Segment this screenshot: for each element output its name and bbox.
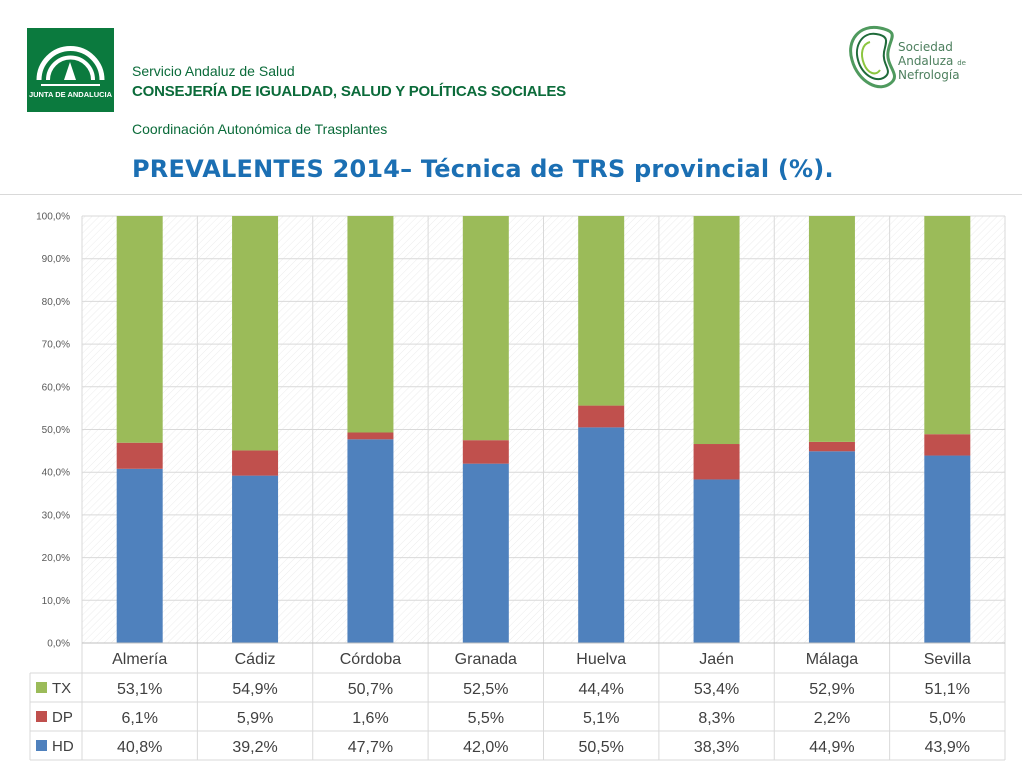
y-tick-label: 50,0%	[42, 425, 70, 436]
logo-right-line-2: Andaluza	[898, 54, 954, 68]
bar-tx	[232, 216, 279, 451]
bar-tx	[693, 216, 740, 445]
data-label: 40,8%	[117, 739, 162, 756]
data-label: 5,1%	[583, 710, 619, 727]
bar-tx	[924, 216, 971, 435]
category-label: Huelva	[576, 651, 626, 668]
bar-tx	[578, 216, 625, 406]
legend-label-dp: DP	[52, 709, 73, 726]
header-line-3: Coordinación Autonómica de Trasplantes	[132, 121, 388, 137]
bar-hd	[578, 427, 625, 643]
data-label: 8,3%	[698, 710, 734, 727]
bar-hd	[924, 455, 971, 643]
data-label: 44,9%	[809, 739, 854, 756]
stacked-bar-chart: 0,0% 10,0% 20,0% 30,0% 40,0% 50,0% 60,0% 70,0% 8…	[29, 212, 1006, 761]
data-label: 52,9%	[809, 681, 854, 698]
data-label: 50,7%	[348, 681, 393, 698]
data-label: 53,1%	[117, 681, 162, 698]
data-label: 43,9%	[925, 739, 970, 756]
data-label: 47,7%	[348, 739, 393, 756]
y-tick-label: 80,0%	[42, 297, 70, 308]
bar-hd	[232, 475, 279, 643]
category-label: Málaga	[806, 651, 859, 668]
bar-dp	[232, 450, 279, 476]
data-label: 51,1%	[925, 681, 970, 698]
category-label: Granada	[455, 651, 517, 668]
bar-dp	[808, 441, 855, 452]
bar-dp	[578, 405, 625, 428]
logo-right-line-2-small: de	[957, 59, 966, 67]
chart-frame: 0,0% 10,0% 20,0% 30,0% 40,0% 50,0% 60,0% 70,0% 8…	[0, 194, 1022, 767]
y-tick-label: 60,0%	[42, 382, 70, 393]
y-tick-label: 0,0%	[47, 639, 70, 650]
y-tick-label: 90,0%	[42, 254, 70, 265]
header-line-1: Servicio Andaluz de Salud	[132, 63, 295, 79]
data-label: 39,2%	[232, 739, 277, 756]
bar-tx	[462, 216, 509, 441]
data-label: 5,0%	[929, 710, 965, 727]
bar-tx	[347, 216, 394, 433]
bar-hd	[116, 468, 163, 643]
bar-hd	[808, 451, 855, 643]
page-title: PREVALENTES 2014– Técnica de TRS provinc…	[132, 155, 834, 183]
category-label: Jaén	[699, 651, 734, 668]
logo-right-line-3: Nefrología	[898, 68, 960, 82]
legend-key-tx	[36, 682, 47, 693]
y-tick-label: 100,0%	[36, 212, 70, 223]
data-label: 1,6%	[352, 710, 388, 727]
data-label: 5,5%	[468, 710, 504, 727]
data-label: 54,9%	[232, 681, 277, 698]
y-tick-label: 70,0%	[42, 340, 70, 351]
header-line-2: CONSEJERÍA DE IGUALDAD, SALUD Y POLÍTICA…	[132, 83, 566, 100]
y-tick-label: 30,0%	[42, 510, 70, 521]
y-tick-label: 40,0%	[42, 468, 70, 479]
category-label: Sevilla	[924, 651, 971, 668]
category-label: Cádiz	[235, 651, 276, 668]
bar-dp	[347, 432, 394, 440]
legend-label-hd: HD	[52, 738, 74, 755]
data-label: 42,0%	[463, 739, 508, 756]
data-label: 52,5%	[463, 681, 508, 698]
bar-dp	[116, 442, 163, 469]
bar-tx	[116, 216, 163, 443]
data-label: 5,9%	[237, 710, 273, 727]
y-tick-label: 20,0%	[42, 553, 70, 564]
category-label: Almería	[112, 651, 167, 668]
bar-hd	[462, 463, 509, 643]
bar-tx	[808, 216, 855, 442]
data-label: 50,5%	[579, 739, 624, 756]
bar-dp	[462, 440, 509, 464]
category-label: Córdoba	[340, 651, 401, 668]
data-label: 53,4%	[694, 681, 739, 698]
bar-hd	[347, 439, 394, 643]
data-label: 44,4%	[579, 681, 624, 698]
legend-key-dp	[36, 711, 47, 722]
bar-dp	[693, 444, 740, 480]
bar-hd	[693, 479, 740, 643]
legend-key-hd	[36, 740, 47, 751]
logo-left-label: JUNTA DE ANDALUCIA	[29, 90, 113, 99]
y-tick-label: 10,0%	[42, 596, 70, 607]
sociedad-nefrologia-logo	[849, 25, 896, 89]
bar-dp	[924, 434, 971, 456]
logo-right-line-2-wrap: Andaluza de	[898, 55, 966, 70]
data-label: 2,2%	[814, 710, 850, 727]
logo-right-line-1: Sociedad	[898, 40, 953, 54]
data-label: 38,3%	[694, 739, 739, 756]
junta-andalucia-logo: JUNTA DE ANDALUCIA	[27, 28, 114, 112]
data-label: 6,1%	[121, 710, 157, 727]
legend-label-tx: TX	[52, 680, 71, 697]
